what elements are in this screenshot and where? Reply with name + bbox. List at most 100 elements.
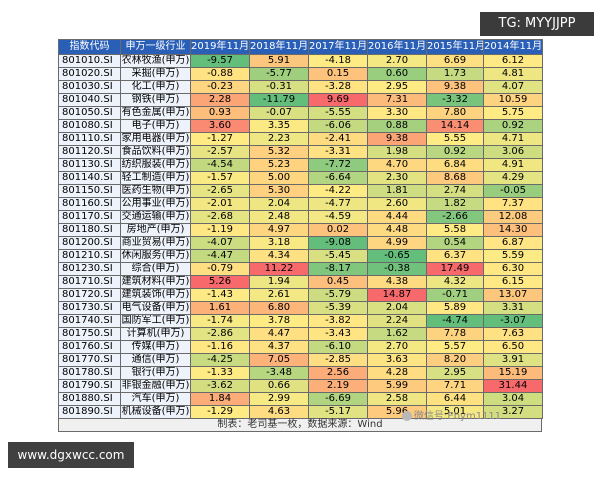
- return-value-cell: 6.87: [483, 236, 543, 250]
- table-row: 801130.SI 纺织服装(申万) -4.54 5.23 -7.72 4.70 6.84 4…: [58, 158, 543, 172]
- return-value-cell: 5.26: [190, 275, 250, 289]
- industry-name-cell: 商业贸易(申万): [120, 236, 191, 250]
- index-code-cell: 801150.SI: [58, 184, 121, 198]
- return-value-cell: 8.20: [426, 353, 484, 367]
- return-value-cell: -3.43: [308, 327, 368, 341]
- industry-name-cell: 传媒(申万): [120, 340, 191, 354]
- return-value-cell: -0.38: [367, 262, 427, 276]
- return-value-cell: 4.70: [367, 158, 427, 172]
- return-value-cell: -1.33: [190, 366, 250, 380]
- return-value-cell: -3.48: [249, 366, 309, 380]
- return-value-cell: 1.84: [190, 392, 250, 406]
- table-row: 801730.SI 电气设备(申万) 1.61 6.80 -5.39 2.04 5.89 3.…: [58, 301, 543, 315]
- table-row: 801180.SI 房地产(申万) -1.19 4.97 0.02 4.48 5.58 14.…: [58, 223, 543, 237]
- index-code-cell: 801710.SI: [58, 275, 121, 289]
- index-code-cell: 801760.SI: [58, 340, 121, 354]
- return-value-cell: -4.18: [308, 54, 368, 68]
- index-code-cell: 801030.SI: [58, 80, 121, 94]
- return-value-cell: 2.95: [426, 366, 484, 380]
- return-value-cell: 2.04: [249, 197, 309, 211]
- return-value-cell: 4.32: [426, 275, 484, 289]
- return-value-cell: -1.57: [190, 171, 250, 185]
- return-value-cell: 5.58: [426, 223, 484, 237]
- return-value-cell: -9.57: [190, 54, 250, 68]
- return-value-cell: 7.63: [483, 327, 543, 341]
- col-header-2018-nov: 2018年11月: [249, 39, 309, 55]
- return-value-cell: 2.24: [367, 314, 427, 328]
- return-value-cell: 2.48: [249, 210, 309, 224]
- return-value-cell: -2.65: [190, 184, 250, 198]
- col-header-code: 指数代码: [58, 39, 121, 55]
- return-value-cell: 6.15: [483, 275, 543, 289]
- return-value-cell: 5.32: [249, 145, 309, 159]
- return-value-cell: 2.60: [367, 197, 427, 211]
- return-value-cell: -5.55: [308, 106, 368, 120]
- return-value-cell: -4.54: [190, 158, 250, 172]
- return-value-cell: -4.47: [190, 249, 250, 263]
- return-value-cell: -8.17: [308, 262, 368, 276]
- industry-name-cell: 银行(申万): [120, 366, 191, 380]
- industry-name-cell: 纺织服装(申万): [120, 158, 191, 172]
- return-value-cell: 6.44: [426, 392, 484, 406]
- return-value-cell: 5.23: [249, 158, 309, 172]
- industry-name-cell: 轻工制造(申万): [120, 171, 191, 185]
- return-value-cell: -7.72: [308, 158, 368, 172]
- return-value-cell: 0.93: [190, 106, 250, 120]
- return-value-cell: 5.99: [367, 379, 427, 393]
- return-value-cell: 17.49: [426, 262, 484, 276]
- return-value-cell: 2.28: [190, 93, 250, 107]
- return-value-cell: 1.82: [426, 197, 484, 211]
- industry-name-cell: 钢铁(申万): [120, 93, 191, 107]
- return-value-cell: 6.37: [426, 249, 484, 263]
- return-value-cell: 4.99: [367, 236, 427, 250]
- table-row: 801720.SI 建筑装饰(申万) -1.43 2.61 -5.79 14.87 -0.7…: [58, 288, 543, 302]
- return-value-cell: 4.97: [249, 223, 309, 237]
- return-value-cell: -2.68: [190, 210, 250, 224]
- return-value-cell: 5.55: [426, 132, 484, 146]
- industry-name-cell: 综合(申万): [120, 262, 191, 276]
- return-value-cell: 2.30: [367, 171, 427, 185]
- index-code-cell: 801170.SI: [58, 210, 121, 224]
- return-value-cell: 0.66: [249, 379, 309, 393]
- return-value-cell: 0.92: [483, 119, 543, 133]
- index-code-cell: 801210.SI: [58, 249, 121, 263]
- return-value-cell: 3.06: [483, 145, 543, 159]
- return-value-cell: 8.68: [426, 171, 484, 185]
- return-value-cell: 15.19: [483, 366, 543, 380]
- return-value-cell: 7.71: [426, 379, 484, 393]
- return-value-cell: -3.82: [308, 314, 368, 328]
- industry-name-cell: 交通运输(申万): [120, 210, 191, 224]
- return-value-cell: 6.84: [426, 158, 484, 172]
- return-value-cell: -5.39: [308, 301, 368, 315]
- table-row: 801750.SI 计算机(申万) -2.86 4.47 -3.43 1.62 7.78 7.…: [58, 327, 543, 341]
- return-value-cell: -5.77: [249, 67, 309, 81]
- table-row: 801160.SI 公用事业(申万) -2.01 2.04 -4.77 2.60 1.82 7…: [58, 197, 543, 211]
- return-value-cell: 9.69: [308, 93, 368, 107]
- return-value-cell: -3.32: [426, 93, 484, 107]
- return-value-cell: -0.65: [367, 249, 427, 263]
- table-row: 801120.SI 食品饮料(申万) -2.57 5.32 -3.31 1.98 0.92 3…: [58, 145, 543, 159]
- return-value-cell: 4.91: [483, 158, 543, 172]
- index-code-cell: 801080.SI: [58, 119, 121, 133]
- industry-name-cell: 汽车(申万): [120, 392, 191, 406]
- index-code-cell: 801750.SI: [58, 327, 121, 341]
- return-value-cell: -11.79: [249, 93, 309, 107]
- return-value-cell: -2.86: [190, 327, 250, 341]
- return-value-cell: 7.37: [483, 197, 543, 211]
- return-value-cell: -2.01: [190, 197, 250, 211]
- return-value-cell: 2.56: [308, 366, 368, 380]
- return-value-cell: -0.05: [483, 184, 543, 198]
- return-value-cell: -2.66: [426, 210, 484, 224]
- return-value-cell: 1.98: [367, 145, 427, 159]
- col-header-2014-nov: 2014年11月: [483, 39, 543, 55]
- return-value-cell: -5.45: [308, 249, 368, 263]
- col-header-industry: 申万一级行业: [120, 39, 191, 55]
- index-code-cell: 801050.SI: [58, 106, 121, 120]
- return-value-cell: 1.61: [190, 301, 250, 315]
- index-code-cell: 801010.SI: [58, 54, 121, 68]
- return-value-cell: 1.81: [367, 184, 427, 198]
- return-value-cell: -6.06: [308, 119, 368, 133]
- table-row: 801770.SI 通信(申万) -4.25 7.05 -2.85 3.63 8.20 3.9…: [58, 353, 543, 367]
- index-code-cell: 801230.SI: [58, 262, 121, 276]
- return-value-cell: 2.23: [249, 132, 309, 146]
